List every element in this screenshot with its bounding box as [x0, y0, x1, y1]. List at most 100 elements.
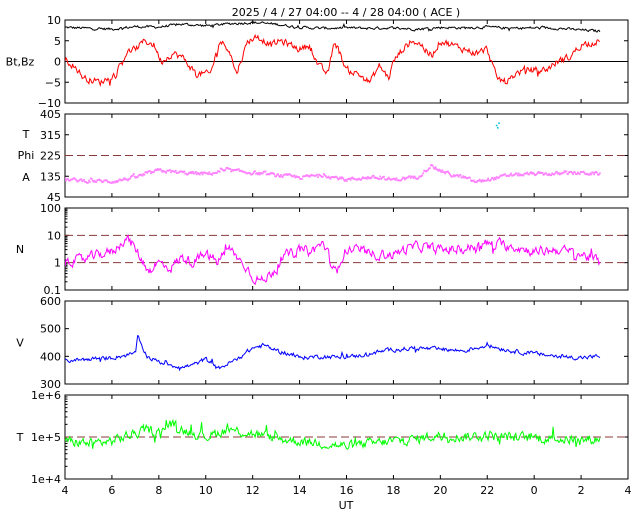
- data-point-phi: [265, 173, 268, 176]
- data-point-phi: [507, 174, 510, 177]
- data-point-phi: [119, 178, 122, 181]
- data-point-phi: [355, 178, 358, 181]
- data-point-phi: [158, 168, 161, 171]
- series-group-density: [65, 234, 601, 286]
- data-point-phi: [436, 169, 439, 171]
- data-point-phi: [131, 174, 134, 177]
- data-point-phi: [415, 178, 418, 180]
- x-tick-label: 4: [625, 484, 632, 497]
- data-point-phi: [555, 171, 557, 174]
- data-point-phi: [203, 171, 206, 174]
- data-point-phi: [382, 176, 384, 179]
- data-point-phi: [334, 175, 337, 178]
- x-tick-label: 4: [62, 484, 69, 497]
- y-axis-label-density: N: [16, 243, 24, 256]
- data-point-phi: [467, 177, 469, 179]
- data-point-phi: [416, 177, 419, 180]
- data-point-phi: [597, 173, 600, 176]
- data-point-phi: [431, 164, 434, 167]
- data-point-phi: [522, 174, 525, 177]
- data-point-phi: [275, 175, 277, 178]
- data-point-phi: [551, 172, 553, 175]
- data-point-phi: [83, 178, 86, 181]
- data-point-phi: [174, 169, 177, 172]
- data-point-phi: [342, 177, 344, 180]
- data-point-phi: [314, 175, 317, 177]
- data-point-phi: [99, 179, 102, 182]
- data-point-phi: [151, 171, 154, 174]
- data-point-phi: [456, 174, 459, 177]
- data-point-phi: [518, 174, 521, 177]
- data-point-phi: [347, 177, 350, 180]
- data-point-phi: [95, 180, 98, 183]
- data-point-phi: [288, 173, 291, 176]
- data-point-phi: [400, 179, 403, 182]
- data-point-phi: [136, 176, 139, 179]
- data-point-phi: [321, 175, 324, 178]
- data-point-phi: [534, 173, 537, 176]
- data-point-phi: [468, 176, 470, 179]
- data-point-phi: [372, 174, 375, 177]
- data-point-phi: [110, 182, 113, 184]
- data-point-phi: [157, 169, 160, 171]
- data-point-phi: [242, 170, 245, 173]
- data-point-phi: [540, 172, 543, 174]
- data-point-phi: [342, 178, 345, 181]
- data-point-phi: [151, 170, 153, 173]
- data-point-phi: [530, 171, 532, 174]
- data-point-phi: [138, 173, 141, 176]
- data-point-phi: [395, 177, 398, 180]
- data-point-phi: [390, 178, 393, 181]
- data-point-phi: [538, 172, 541, 175]
- data-point-phi: [582, 170, 585, 173]
- data-point-phi: [182, 171, 185, 174]
- data-point-phi: [209, 173, 212, 175]
- data-point-phi: [366, 176, 369, 178]
- data-point-phi-outlier: [498, 122, 500, 125]
- data-point-phi: [306, 174, 309, 177]
- data-point-phi: [168, 169, 171, 172]
- data-point-phi: [352, 177, 355, 180]
- data-point-phi: [383, 175, 385, 178]
- data-point-phi: [216, 170, 219, 173]
- data-point-phi: [502, 173, 505, 176]
- data-point-phi: [358, 177, 361, 180]
- data-point-phi: [206, 172, 209, 175]
- data-point-phi: [581, 171, 584, 173]
- data-point-phi: [574, 171, 576, 174]
- series-group-mag: [65, 21, 601, 88]
- data-point-phi: [257, 173, 259, 176]
- data-point-phi: [414, 176, 417, 179]
- data-point-phi: [498, 175, 501, 178]
- x-tick-label: 2: [578, 484, 585, 497]
- data-point-phi: [74, 178, 77, 181]
- data-point-phi: [575, 172, 577, 175]
- x-tick-label: 16: [340, 484, 354, 497]
- data-point-phi: [429, 164, 432, 167]
- data-point-phi: [218, 170, 221, 173]
- data-point-phi: [440, 171, 443, 173]
- data-point-phi: [255, 172, 257, 175]
- data-point-phi: [81, 180, 84, 183]
- data-point-phi: [241, 170, 244, 173]
- data-point-phi: [80, 178, 83, 181]
- data-point-phi: [115, 180, 118, 182]
- data-point-phi: [321, 176, 323, 178]
- data-point-phi: [432, 166, 435, 169]
- data-point-phi: [561, 172, 564, 174]
- data-point-phi: [105, 179, 107, 182]
- data-point-phi: [132, 173, 135, 175]
- series-line-bz: [65, 33, 601, 88]
- data-point-phi: [541, 172, 544, 174]
- data-point-phi: [437, 169, 440, 172]
- data-point-phi: [430, 164, 433, 166]
- data-point-phi: [385, 178, 387, 181]
- data-point-phi: [554, 172, 556, 175]
- panel-density-frame: [64, 207, 629, 291]
- data-point-phi: [332, 176, 335, 178]
- data-point-phi: [426, 169, 428, 172]
- data-point-phi: [232, 169, 234, 172]
- data-point-phi: [89, 177, 92, 180]
- data-point-phi: [534, 174, 536, 177]
- data-point-phi: [495, 176, 498, 178]
